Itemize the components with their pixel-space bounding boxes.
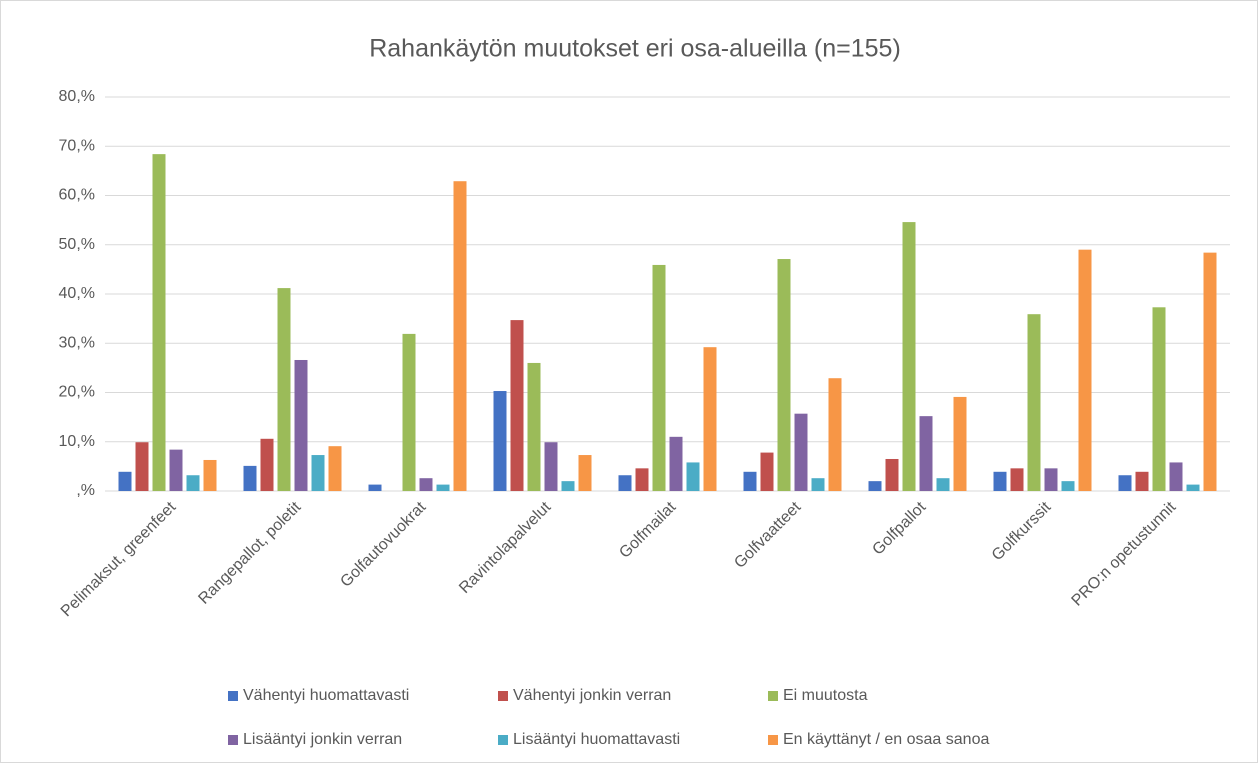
y-tick-label: 20,% (59, 384, 95, 401)
bar (635, 468, 649, 491)
bar (811, 478, 825, 491)
bar (1044, 468, 1058, 491)
legend-label: En käyttänyt / en osaa sanoa (783, 731, 989, 748)
bar (743, 471, 757, 491)
legend-label: Lisääntyi huomattavasti (513, 731, 680, 748)
legend-swatch (768, 691, 778, 701)
y-tick-label: 70,% (59, 137, 95, 154)
y-tick-label: 50,% (59, 236, 95, 253)
bar (652, 264, 666, 491)
bar (1152, 307, 1166, 491)
bar (311, 455, 325, 491)
bar (1203, 252, 1217, 491)
bar (578, 455, 592, 491)
bar (436, 484, 450, 491)
bar (453, 181, 467, 491)
bar (402, 333, 416, 491)
bar (1118, 475, 1132, 491)
legend-swatch (228, 691, 238, 701)
legend-label: Vähentyi huomattavasti (243, 687, 409, 704)
y-tick-label: 80,% (59, 88, 95, 105)
bar (169, 449, 183, 491)
legend-swatch (768, 735, 778, 745)
bar (186, 475, 200, 491)
bar (669, 436, 683, 491)
bar (936, 478, 950, 491)
bar (953, 396, 967, 491)
bar (618, 475, 632, 491)
y-tick-label: ,% (76, 482, 95, 499)
bar (203, 459, 217, 491)
bar (794, 413, 808, 491)
bar (328, 446, 342, 491)
bar (828, 378, 842, 491)
legend-label: Lisääntyi jonkin verran (243, 731, 402, 748)
bar (777, 259, 791, 491)
bar (993, 471, 1007, 491)
bar (527, 362, 541, 491)
bar (544, 442, 558, 491)
bar (510, 320, 524, 491)
bar (703, 347, 717, 491)
legend-swatch (498, 735, 508, 745)
chart-title: Rahankäytön muutokset eri osa-alueilla (… (369, 35, 901, 63)
bar (1010, 468, 1024, 491)
bar (1135, 471, 1149, 491)
bar (152, 154, 166, 491)
legend-label: Ei muutosta (783, 687, 868, 704)
bar (277, 288, 291, 491)
bar (686, 462, 700, 491)
bar (561, 481, 575, 491)
y-tick-label: 60,% (59, 187, 95, 204)
bar (885, 458, 899, 491)
bar (1078, 249, 1092, 491)
bar (919, 416, 933, 491)
bar (1061, 481, 1075, 491)
bar (419, 478, 433, 491)
bar (1186, 484, 1200, 491)
bar (868, 481, 882, 491)
bar (118, 471, 132, 491)
bar (260, 438, 274, 491)
bar (135, 442, 149, 491)
bar (1169, 462, 1183, 491)
legend-label: Vähentyi jonkin verran (513, 687, 671, 704)
legend-swatch (498, 691, 508, 701)
bar (294, 359, 308, 491)
bar (243, 465, 257, 491)
y-tick-label: 40,% (59, 285, 95, 302)
y-tick-label: 30,% (59, 334, 95, 351)
bar (760, 452, 774, 491)
bar (902, 222, 916, 491)
bar (493, 391, 507, 491)
bar (1027, 314, 1041, 491)
legend-swatch (228, 735, 238, 745)
y-tick-label: 10,% (59, 433, 95, 450)
bar (368, 484, 382, 491)
